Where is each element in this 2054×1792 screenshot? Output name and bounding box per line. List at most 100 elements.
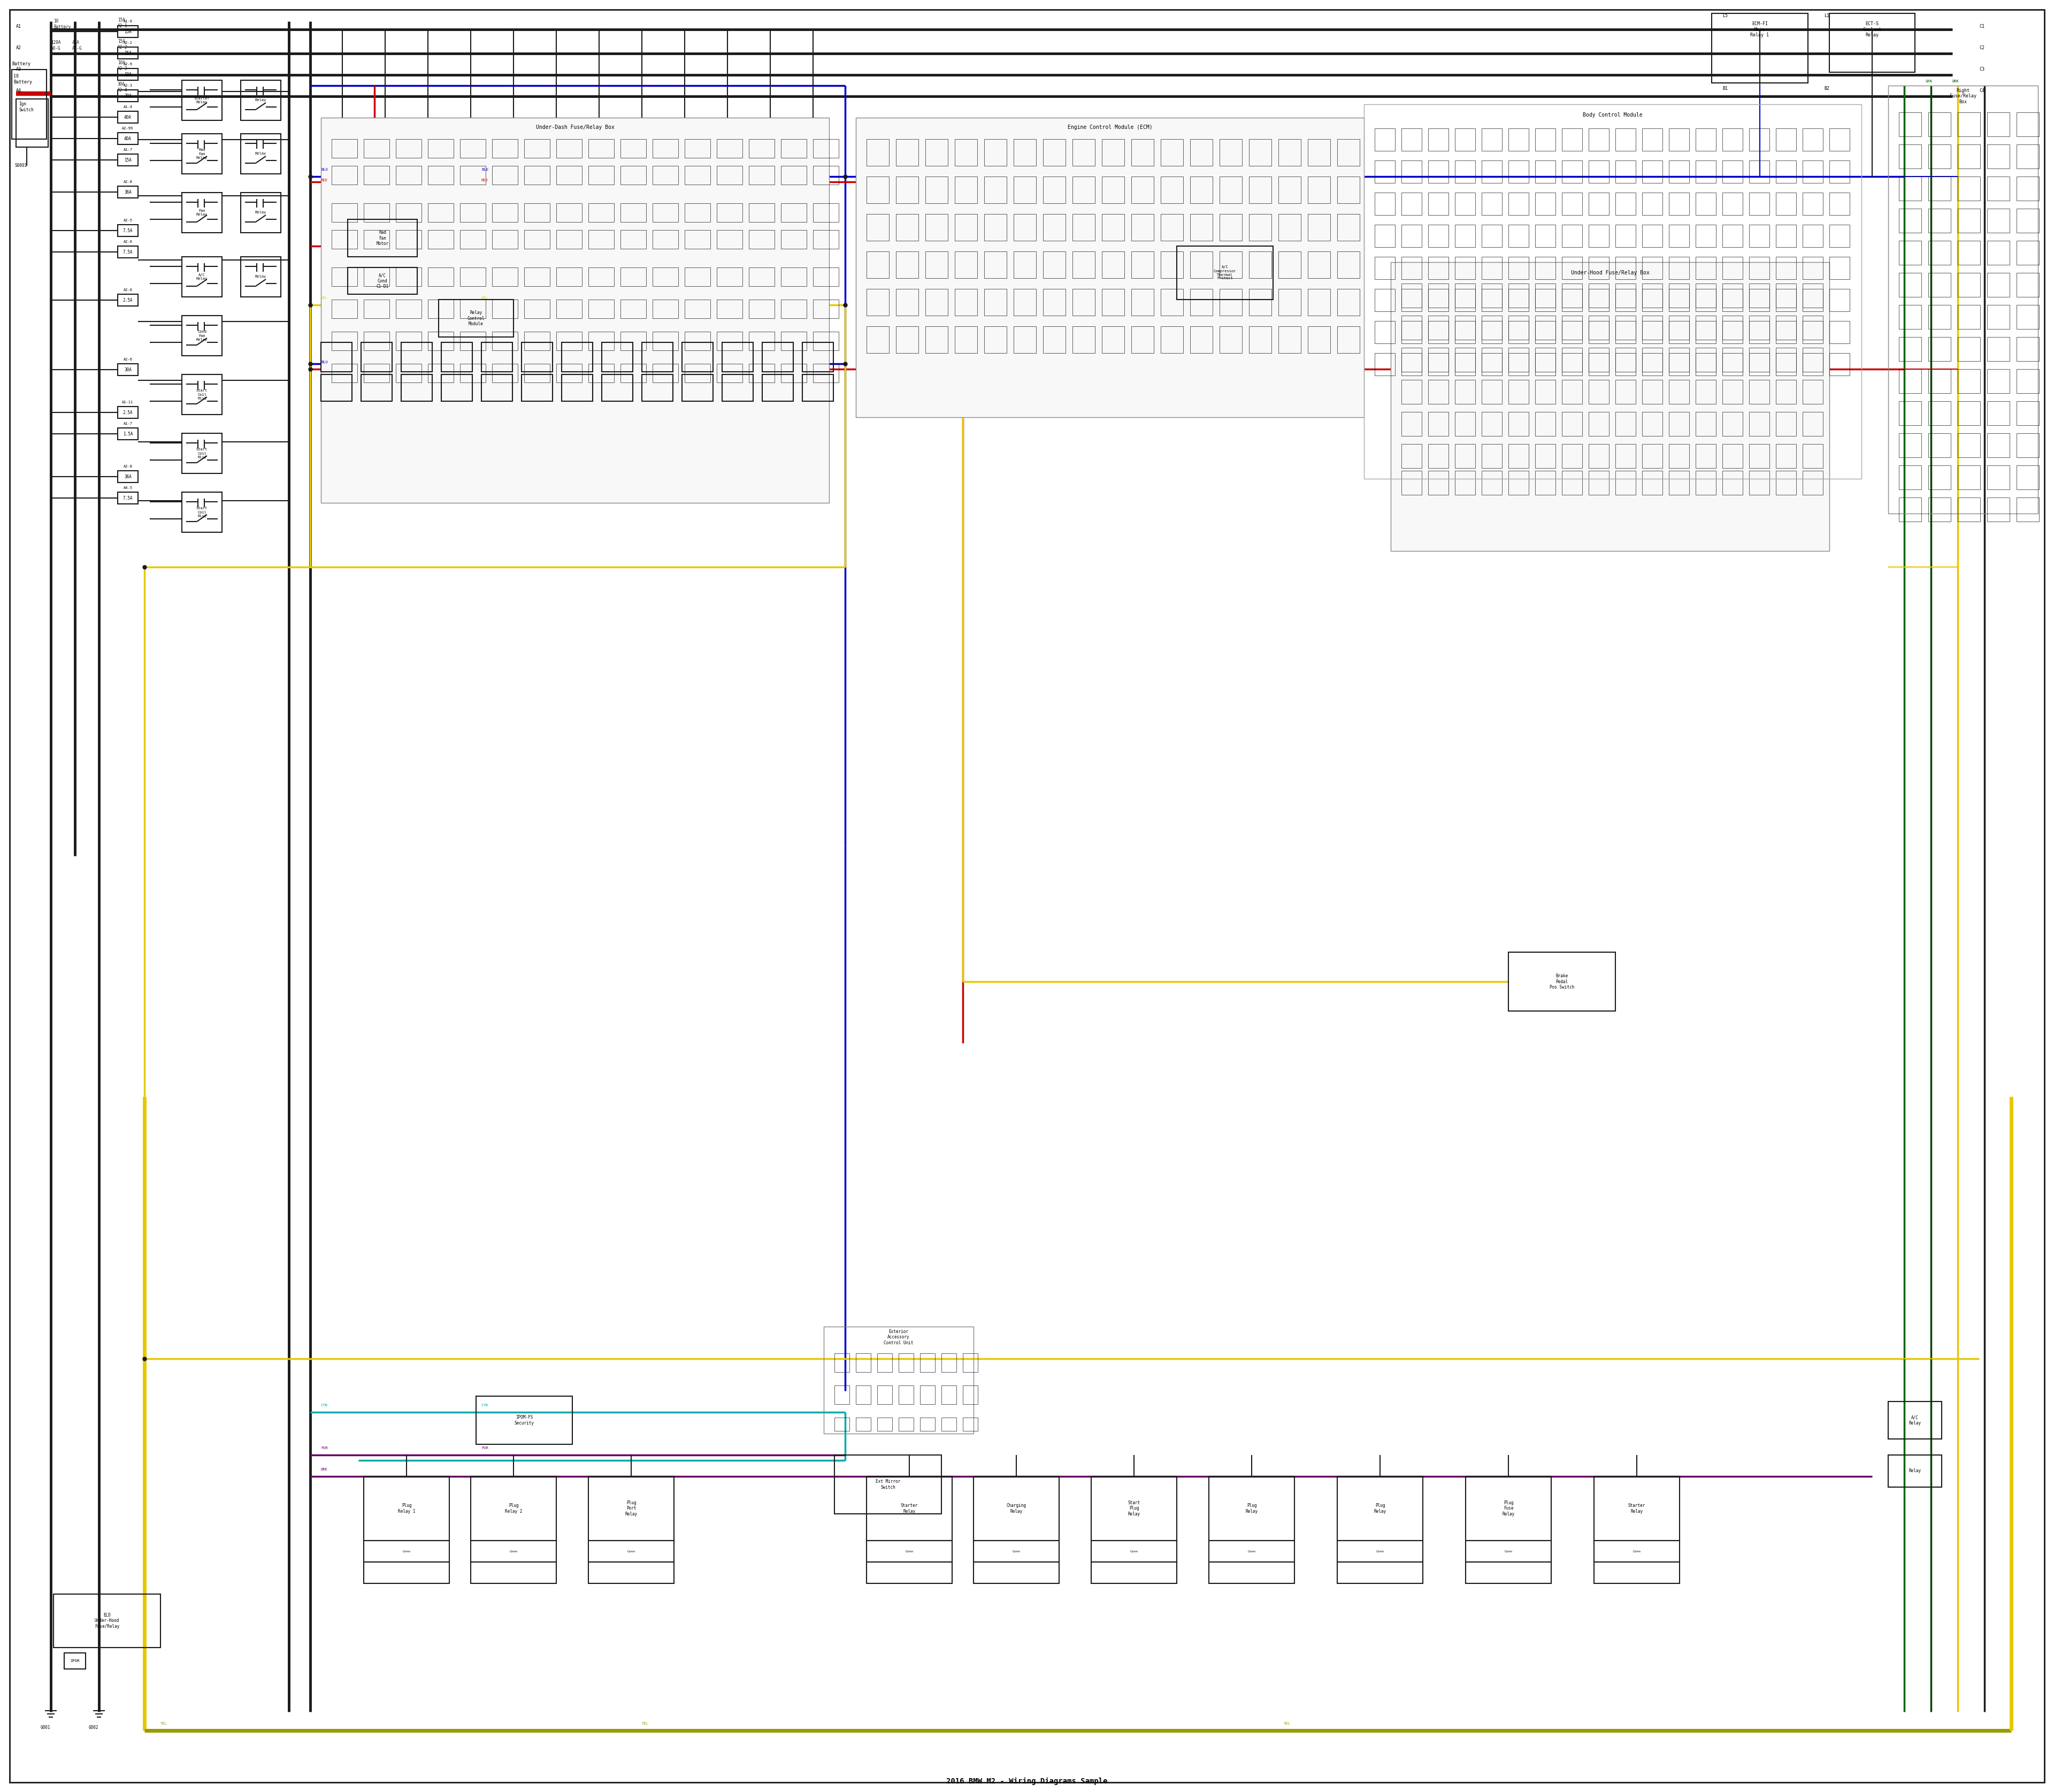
Bar (1723, 380, 1742, 403)
Bar (1929, 177, 1951, 201)
Bar (1534, 192, 1555, 215)
Bar (1957, 434, 1980, 457)
Bar (684, 167, 711, 185)
Bar (684, 140, 711, 158)
Bar (1830, 13, 1914, 72)
Bar (781, 267, 807, 287)
Bar (1668, 283, 1688, 308)
Bar (1534, 289, 1555, 312)
Bar (1803, 321, 1824, 344)
Text: 2.5A: 2.5A (123, 410, 134, 414)
Text: BLU: BLU (481, 168, 489, 172)
Bar (1161, 213, 1183, 240)
Bar (1588, 444, 1608, 468)
Bar (481, 342, 511, 371)
Bar (331, 332, 357, 351)
Bar (1898, 466, 1920, 489)
Text: Body Control Module: Body Control Module (1584, 113, 1643, 118)
Bar (1777, 161, 1795, 183)
Bar (1697, 224, 1715, 247)
Bar (1308, 213, 1331, 240)
Text: YEL: YEL (160, 1722, 166, 1726)
Bar (941, 1353, 957, 1373)
Bar (963, 1385, 978, 1405)
Bar (587, 1477, 674, 1541)
Bar (1588, 315, 1608, 340)
Text: Plug
Fuse
Relay: Plug Fuse Relay (1501, 1500, 1514, 1516)
Bar (1898, 240, 1920, 265)
Bar (1723, 444, 1742, 468)
Bar (1957, 305, 1980, 330)
Bar (1777, 348, 1795, 371)
Bar (1220, 251, 1243, 278)
Text: 30A: 30A (123, 367, 131, 373)
Bar (1374, 224, 1395, 247)
Bar (1929, 145, 1951, 168)
Bar (1101, 289, 1124, 315)
Bar (117, 471, 138, 482)
Text: B1: B1 (1723, 86, 1727, 91)
Bar (941, 1417, 957, 1432)
Bar (920, 1417, 935, 1432)
Text: 15A: 15A (123, 158, 131, 163)
Bar (620, 229, 647, 249)
Bar (1723, 283, 1742, 308)
Text: A3: A3 (16, 66, 21, 72)
Bar (1308, 251, 1331, 278)
Bar (1508, 471, 1528, 495)
Bar (557, 299, 581, 319)
Bar (331, 140, 357, 158)
Bar (1508, 289, 1528, 312)
Bar (470, 1541, 557, 1563)
Bar (1220, 326, 1243, 353)
Bar (524, 229, 550, 249)
Bar (401, 342, 431, 371)
Bar (1101, 326, 1124, 353)
Bar (1508, 444, 1528, 468)
Bar (1957, 145, 1980, 168)
Bar (1561, 471, 1582, 495)
Bar (1986, 272, 2009, 297)
Bar (920, 1385, 935, 1405)
Bar (1957, 177, 1980, 201)
Bar (1750, 444, 1768, 468)
Bar (117, 47, 138, 59)
Bar (1454, 380, 1475, 403)
Bar (1750, 348, 1768, 371)
Bar (1161, 140, 1183, 167)
Bar (1986, 401, 2009, 425)
Text: Conn: Conn (509, 1550, 518, 1552)
Bar (1641, 224, 1662, 247)
Text: G002: G002 (88, 1726, 99, 1731)
Bar (1803, 412, 1824, 435)
Text: YEL: YEL (481, 296, 489, 299)
Bar (1898, 208, 1920, 233)
Text: Engine Control Module (ECM): Engine Control Module (ECM) (1068, 125, 1152, 131)
Bar (1697, 289, 1715, 312)
Bar (717, 364, 741, 382)
Bar (427, 299, 454, 319)
Bar (364, 364, 390, 382)
Bar (1481, 412, 1501, 435)
Bar (1561, 283, 1582, 308)
Bar (750, 332, 774, 351)
Bar (183, 315, 222, 357)
Text: A/C
Compressor
Thermal
Protect: A/C Compressor Thermal Protect (1214, 265, 1237, 280)
Bar (364, 140, 390, 158)
Bar (362, 375, 392, 401)
Bar (1508, 161, 1528, 183)
Text: L5: L5 (1723, 14, 1727, 18)
Text: A2-6: A2-6 (123, 358, 131, 360)
Bar (1308, 177, 1331, 202)
Text: A1-7: A1-7 (123, 149, 131, 151)
Bar (1043, 251, 1066, 278)
Bar (1723, 321, 1742, 344)
Bar (2017, 369, 2040, 392)
Bar (653, 332, 678, 351)
Bar (1508, 348, 1528, 371)
Bar (1929, 369, 1951, 392)
Bar (1641, 321, 1662, 344)
Bar (1374, 353, 1395, 376)
Bar (1803, 283, 1824, 308)
Bar (1561, 224, 1582, 247)
